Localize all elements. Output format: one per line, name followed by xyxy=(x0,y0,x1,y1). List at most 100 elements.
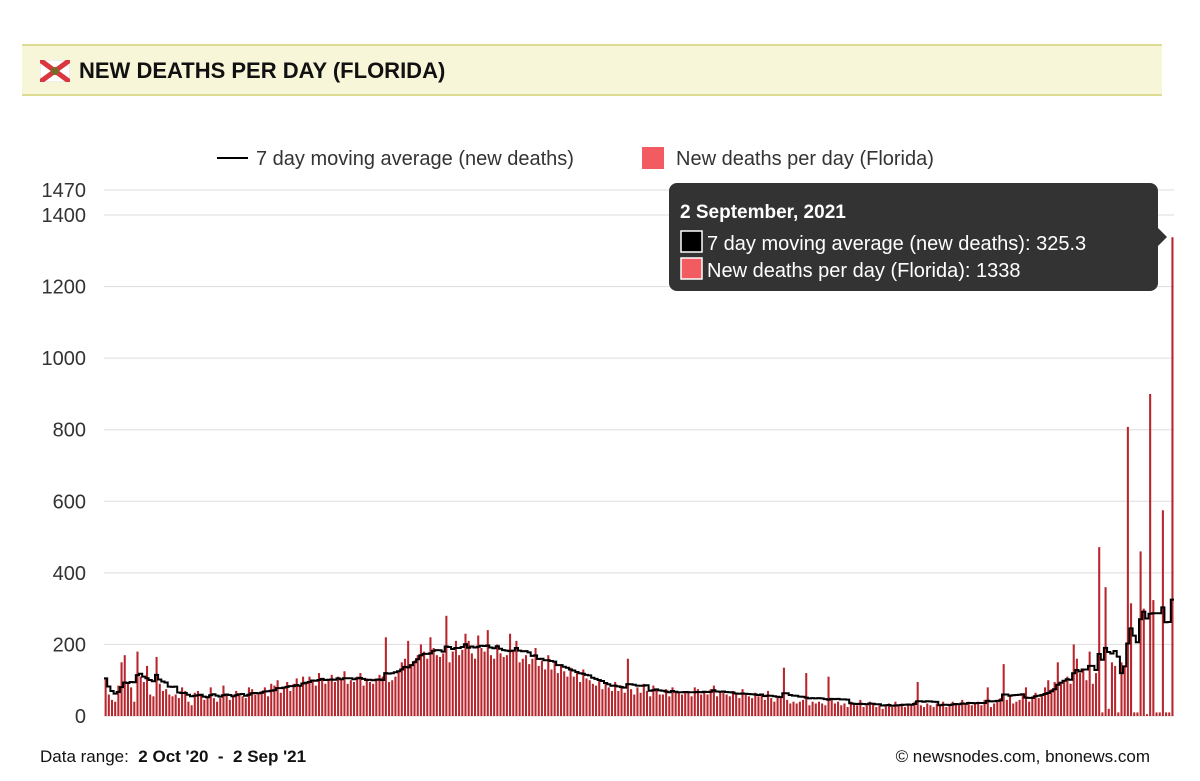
bar[interactable] xyxy=(610,690,614,716)
bar[interactable] xyxy=(391,680,394,716)
bar[interactable] xyxy=(942,701,945,716)
bar[interactable] xyxy=(881,708,884,716)
bar[interactable] xyxy=(149,694,152,716)
bar[interactable] xyxy=(582,669,585,716)
bar[interactable] xyxy=(448,662,451,716)
bar[interactable] xyxy=(961,699,964,716)
bar[interactable] xyxy=(512,651,515,716)
bar[interactable] xyxy=(630,689,633,716)
bar[interactable] xyxy=(572,676,575,716)
bar[interactable] xyxy=(970,705,973,716)
bar[interactable] xyxy=(263,687,266,716)
bar[interactable] xyxy=(1142,608,1145,716)
bar[interactable] xyxy=(349,680,352,716)
bar[interactable] xyxy=(932,707,935,716)
bar[interactable] xyxy=(474,658,477,716)
bar[interactable] xyxy=(789,703,792,716)
bar[interactable] xyxy=(1133,712,1136,716)
bar[interactable] xyxy=(493,658,496,716)
bar[interactable] xyxy=(1031,696,1034,716)
bar[interactable] xyxy=(1114,665,1117,716)
bar[interactable] xyxy=(903,707,906,716)
bar[interactable] xyxy=(400,662,403,716)
bar[interactable] xyxy=(550,669,553,716)
bar[interactable] xyxy=(884,705,887,716)
bar[interactable] xyxy=(1161,510,1164,716)
bar[interactable] xyxy=(203,699,206,716)
bar[interactable] xyxy=(1066,676,1069,716)
bar[interactable] xyxy=(515,640,518,716)
bar[interactable] xyxy=(859,699,862,716)
bar[interactable] xyxy=(416,655,419,716)
bar[interactable] xyxy=(722,692,725,716)
bar[interactable] xyxy=(216,701,219,716)
bar[interactable] xyxy=(502,656,505,716)
bar[interactable] xyxy=(633,694,636,716)
bar[interactable] xyxy=(677,692,680,716)
bar[interactable] xyxy=(1168,712,1171,716)
bar[interactable] xyxy=(811,701,814,716)
bar[interactable] xyxy=(276,680,279,716)
bar[interactable] xyxy=(1120,662,1123,716)
bar[interactable] xyxy=(238,694,241,716)
bar[interactable] xyxy=(222,685,225,716)
bar[interactable] xyxy=(684,692,687,716)
bar[interactable] xyxy=(308,676,311,716)
bar[interactable] xyxy=(719,690,722,716)
bar[interactable] xyxy=(604,683,607,716)
bar[interactable] xyxy=(980,705,983,716)
bar[interactable] xyxy=(407,640,410,716)
bar[interactable] xyxy=(130,687,133,716)
bar[interactable] xyxy=(929,705,932,716)
bar[interactable] xyxy=(1094,673,1098,716)
bar[interactable] xyxy=(830,699,833,716)
bar[interactable] xyxy=(528,664,531,716)
bar[interactable] xyxy=(177,698,180,716)
bar[interactable] xyxy=(652,685,655,716)
bar[interactable] xyxy=(1139,551,1142,716)
bar[interactable] xyxy=(107,694,110,716)
bar[interactable] xyxy=(665,689,668,716)
bar[interactable] xyxy=(212,698,215,716)
bar[interactable] xyxy=(862,707,865,716)
bar[interactable] xyxy=(1171,237,1174,717)
bar[interactable] xyxy=(1091,683,1094,716)
bar[interactable] xyxy=(897,705,900,716)
bar[interactable] xyxy=(636,687,639,716)
bar[interactable] xyxy=(1009,696,1012,716)
bar[interactable] xyxy=(760,694,763,716)
bar[interactable] xyxy=(935,703,938,716)
bar[interactable] xyxy=(1082,669,1085,716)
bar[interactable] xyxy=(887,703,891,716)
bar[interactable] xyxy=(544,669,547,716)
bar[interactable] xyxy=(1107,708,1110,716)
bar[interactable] xyxy=(1012,703,1015,716)
bar[interactable] xyxy=(330,674,333,716)
bar[interactable] xyxy=(779,698,782,716)
bar[interactable] xyxy=(1110,662,1113,716)
bar[interactable] xyxy=(321,678,324,716)
bar[interactable] xyxy=(432,648,435,716)
bar[interactable] xyxy=(142,682,145,716)
bar[interactable] xyxy=(1098,547,1101,716)
bar[interactable] xyxy=(467,640,470,716)
bar[interactable] xyxy=(1165,712,1168,716)
bar[interactable] xyxy=(1152,600,1155,716)
bar[interactable] xyxy=(537,665,540,716)
bar[interactable] xyxy=(693,687,696,716)
bar[interactable] xyxy=(878,705,881,716)
bar[interactable] xyxy=(996,701,999,716)
bar[interactable] xyxy=(174,694,177,716)
bar[interactable] xyxy=(356,676,359,716)
bar[interactable] xyxy=(1117,712,1120,716)
bar[interactable] xyxy=(1018,699,1021,716)
bar[interactable] xyxy=(384,637,387,716)
bar[interactable] xyxy=(967,701,970,716)
bar[interactable] xyxy=(1044,687,1047,716)
bar[interactable] xyxy=(171,696,174,716)
bar[interactable] xyxy=(257,692,260,716)
bar[interactable] xyxy=(681,694,684,716)
bar[interactable] xyxy=(165,689,168,716)
bar[interactable] xyxy=(241,696,244,716)
bar[interactable] xyxy=(712,685,715,716)
